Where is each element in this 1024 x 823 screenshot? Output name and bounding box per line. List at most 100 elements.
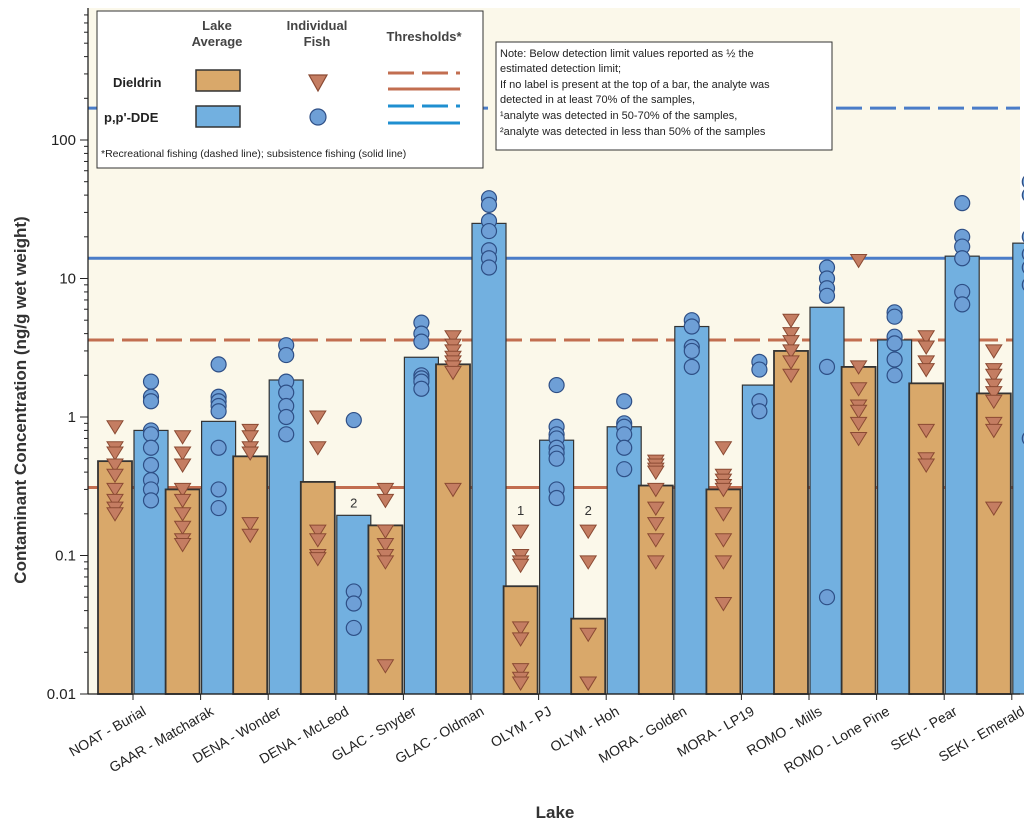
fish-dieldrin-seki-pear (917, 458, 936, 473)
fish-dieldrin-noat-burial (106, 420, 124, 435)
fish-dde-gaar-matcharak (210, 499, 227, 517)
bar-dieldrin-seki-emerald (975, 392, 1012, 695)
bar-dde-glac-snyder (403, 356, 439, 695)
fish-dde-dena-mcleod (345, 411, 362, 429)
fish-dde-dena-wonder (278, 408, 295, 426)
bar-annotation: 1 (517, 503, 524, 518)
fish-dde-mora-lp19 (751, 361, 768, 378)
note-line-2: estimated detection limit; (500, 63, 621, 75)
fish-dde-noat-burial (142, 492, 160, 509)
fish-dieldrin-noat-burial (106, 468, 124, 484)
fish-dieldrin-romo-lone-pine (849, 416, 868, 432)
fish-dde-mora-golden (683, 358, 700, 376)
fish-dieldrin-seki-pear (917, 423, 936, 439)
legend-circle-icon (309, 108, 327, 126)
fish-dieldrin-gaar-matcharak (173, 430, 192, 445)
fish-dieldrin-seki-emerald (984, 368, 1003, 384)
fish-dde-mora-golden (683, 318, 700, 335)
fish-dieldrin-mora-golden (646, 555, 665, 570)
fish-dde-noat-burial (142, 426, 160, 443)
fish-dieldrin-mora-golden (646, 482, 665, 498)
fish-dieldrin-dena-mcleod (308, 410, 327, 425)
bar-dieldrin-dena-wonder (232, 455, 269, 695)
legend-col-lake-average: Lake (202, 18, 232, 33)
fish-dieldrin-seki-emerald (984, 386, 1003, 401)
fish-dieldrin-gaar-matcharak (173, 458, 192, 473)
fish-dde-romo-mills (818, 287, 836, 304)
x-axis-title: Lake (536, 803, 575, 822)
fish-dde-olym-pj (548, 450, 565, 467)
fish-dieldrin-noat-burial (106, 507, 124, 522)
fish-dieldrin-romo-lone-pine (849, 360, 868, 375)
bar-dde-mora-lp19 (741, 384, 778, 695)
fish-dieldrin-noat-burial (106, 493, 124, 509)
note-line-1: Note: Below detection limit values repor… (500, 48, 754, 60)
bar-annotation: 2 (585, 503, 592, 518)
fish-dieldrin-glac-oldman (444, 330, 462, 345)
fish-dieldrin-dena-mcleod (308, 441, 327, 456)
fish-dieldrin-glac-oldman (444, 482, 462, 498)
fish-dieldrin-glac-snyder (376, 555, 395, 570)
fish-dieldrin-noat-burial (106, 458, 124, 473)
fish-markers (106, 176, 1024, 691)
fish-dieldrin-seki-emerald (984, 394, 1003, 410)
bar-dieldrin-mora-lp19 (705, 488, 742, 695)
bar-dieldrin-glac-oldman (435, 363, 471, 695)
fish-dieldrin-glac-snyder (376, 538, 395, 553)
fish-dieldrin-dena-wonder (241, 430, 260, 445)
bar-dde-glac-oldman (471, 222, 507, 695)
y-axis-ticks: 0.01 0.1 1 10 100 (47, 14, 88, 703)
fish-dieldrin-olym-pj (511, 676, 530, 691)
fish-dieldrin-mora-lp19 (714, 555, 733, 570)
fish-dieldrin-olym-pj (511, 621, 530, 636)
fish-dieldrin-gaar-matcharak (173, 482, 192, 498)
fish-dieldrin-glac-oldman (444, 365, 462, 381)
fish-dieldrin-glac-snyder (376, 493, 395, 509)
fish-dieldrin-glac-snyder (376, 524, 395, 540)
bar-dde-seki-emerald (1012, 242, 1024, 695)
fish-dieldrin-romo-mills (782, 355, 800, 370)
fish-dde-romo-lone-pine (886, 335, 903, 352)
fish-dde-romo-lone-pine (886, 308, 903, 325)
legend-col-individual-fish-2: Fish (304, 34, 331, 49)
fish-dieldrin-mora-lp19 (714, 597, 733, 612)
fish-dieldrin-romo-mills (782, 344, 800, 359)
y-axis-title: Contaminant Concentration (ng/g wet weig… (11, 216, 30, 583)
fish-dieldrin-olym-hoh (579, 555, 598, 570)
y-tick-label: 0.1 (55, 548, 76, 565)
fish-dieldrin-mora-golden (646, 533, 665, 548)
legend-row-dieldrin: Dieldrin (113, 75, 161, 90)
fish-dde-glac-snyder (413, 380, 430, 397)
bar-dde-mora-golden (674, 325, 710, 695)
bar-dieldrin-romo-mills (773, 350, 809, 695)
fish-dde-olym-hoh (616, 461, 633, 478)
fish-dieldrin-romo-lone-pine (849, 431, 868, 447)
fish-dieldrin-romo-lone-pine (849, 404, 868, 420)
bar-dde-seki-pear (944, 255, 980, 695)
fish-dieldrin-olym-pj (511, 524, 530, 540)
fish-dieldrin-olym-hoh (579, 524, 598, 540)
fish-dieldrin-mora-golden (646, 517, 665, 532)
fish-dieldrin-romo-lone-pine (849, 382, 868, 397)
fish-dieldrin-noat-burial (106, 482, 124, 498)
fish-dde-gaar-matcharak (210, 403, 227, 420)
fish-dde-romo-mills (818, 589, 836, 606)
fish-dieldrin-olym-pj (511, 663, 530, 678)
fish-dieldrin-glac-snyder (376, 482, 395, 498)
fish-dde-noat-burial (142, 439, 160, 456)
fish-dde-noat-burial (142, 393, 160, 410)
y-tick-label: 0.01 (47, 686, 76, 703)
fish-dieldrin-seki-pear (917, 330, 936, 345)
fish-dde-mora-golden (683, 342, 700, 360)
fish-dde-gaar-matcharak (210, 481, 227, 498)
fish-dde-dena-wonder (278, 384, 295, 401)
fish-dde-seki-pear (954, 296, 971, 313)
fish-dde-romo-lone-pine (886, 367, 903, 384)
fish-dieldrin-gaar-matcharak (173, 507, 192, 522)
fish-dde-olym-pj (548, 489, 565, 507)
bar-annotations: 2 1 2 (350, 495, 592, 518)
fish-dde-gaar-matcharak (210, 439, 227, 456)
fish-dieldrin-dena-wonder (241, 528, 260, 544)
